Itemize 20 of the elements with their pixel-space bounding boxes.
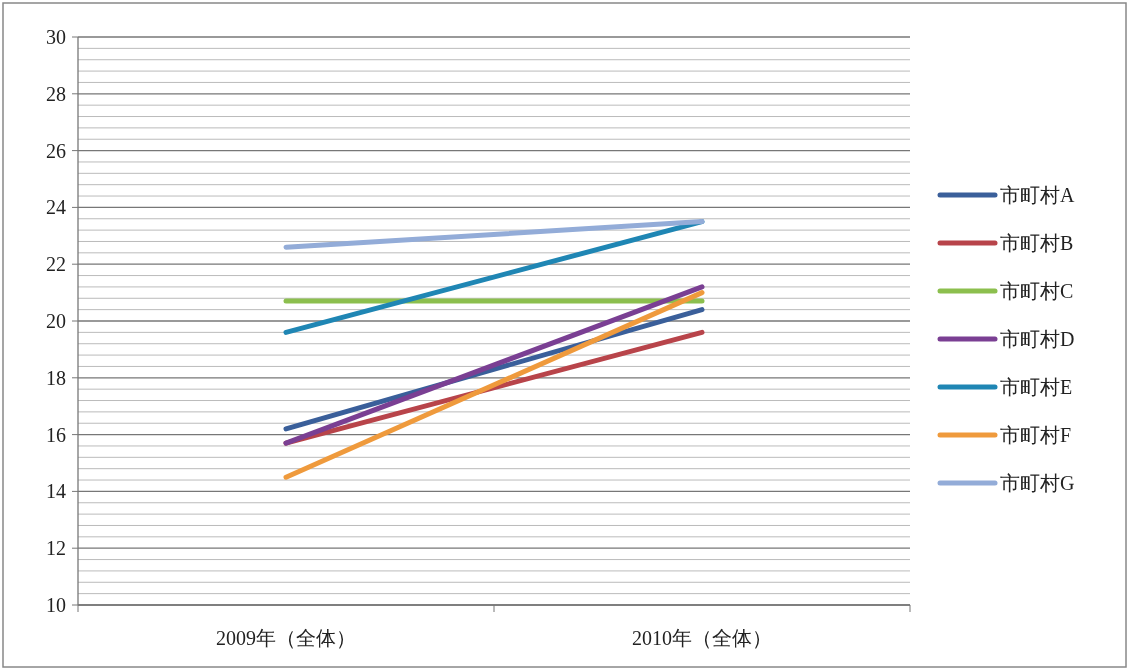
y-tick-label: 26 [46, 139, 66, 162]
y-tick-label: 18 [46, 366, 66, 389]
x-tick-label: 2009年（全体） [216, 627, 356, 649]
legend-label: 市町村A [1000, 184, 1075, 206]
y-tick-label: 24 [46, 196, 66, 219]
legend-label: 市町村B [1000, 232, 1074, 254]
legend-label: 市町村C [1000, 280, 1074, 302]
y-tick-label: 22 [46, 253, 66, 276]
y-tick-label: 12 [46, 537, 66, 560]
x-tick-label: 2010年（全体） [632, 627, 772, 649]
legend-label: 市町村F [1000, 424, 1072, 446]
legend-label: 市町村E [1000, 376, 1073, 398]
y-tick-label: 30 [46, 26, 66, 48]
y-tick-label: 10 [46, 594, 66, 616]
legend-label: 市町村D [1000, 328, 1075, 350]
legend-label: 市町村G [1000, 472, 1075, 494]
y-tick-label: 20 [46, 310, 66, 332]
y-tick-label: 28 [46, 82, 66, 105]
y-tick-label: 14 [46, 480, 66, 503]
y-tick-label: 16 [46, 423, 66, 446]
